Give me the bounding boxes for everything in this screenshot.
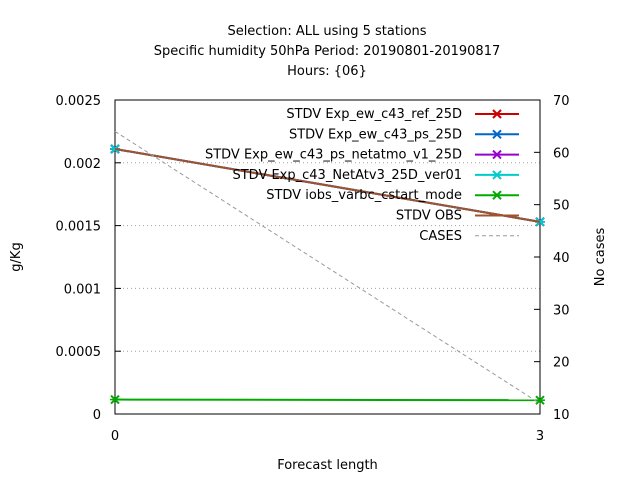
legend-label: STDV OBS <box>396 209 462 224</box>
grid-lines <box>115 162 540 352</box>
legend-marker <box>492 109 502 119</box>
y2-tick-label: 60 <box>553 146 570 161</box>
y-axis-ticks: 0 0.0005 0.001 0.0015 0.002 0.0025 <box>56 94 121 423</box>
x-tick-label: 0 <box>111 429 119 444</box>
legend-label: STDV Exp_ew_c43_ps_netatmo_v1_25D <box>205 148 462 163</box>
legend-marker <box>492 149 502 160</box>
legend-label: STDV Exp_ew_c43_ref_25D <box>286 107 462 122</box>
y2-tick-label: 70 <box>553 94 570 109</box>
legend-marker <box>492 170 502 180</box>
y-tick-label: 0 <box>93 408 101 423</box>
legend-marker <box>492 190 502 200</box>
title-line: Hours: {06} <box>287 64 367 79</box>
y2-tick-label: 50 <box>553 199 570 214</box>
series-point-4 <box>535 395 545 405</box>
series-line-6 <box>114 130 541 404</box>
y2-tick-label: 40 <box>553 251 570 266</box>
y2-axis-label: No cases <box>593 228 608 287</box>
y-tick-label: 0.0015 <box>56 220 102 235</box>
legend-label: STDV iobs_varbc_cstart_mode <box>266 188 462 203</box>
chart-title: Selection: ALL using 5 stations Specific … <box>154 24 500 79</box>
y-tick-label: 0.001 <box>64 282 101 297</box>
legend-label: CASES <box>419 229 462 244</box>
title-line: Specific humidity 50hPa Period: 20190801… <box>154 44 500 59</box>
y-tick-label: 0.0005 <box>56 345 102 360</box>
y-tick-label: 0.002 <box>64 157 101 172</box>
y2-tick-label: 20 <box>553 356 570 371</box>
y-tick-label: 0.0025 <box>56 94 102 109</box>
series-line-5 <box>114 147 541 223</box>
y2-tick-label: 10 <box>553 408 570 423</box>
series-point-4 <box>110 394 120 405</box>
y2-tick-label: 30 <box>553 303 570 318</box>
legend-marker <box>492 129 502 140</box>
y-axis-label: g/Kg <box>9 242 24 271</box>
series-line-4 <box>114 398 541 402</box>
series-lines <box>110 130 545 405</box>
x-tick-label: 3 <box>536 429 544 444</box>
legend: STDV Exp_ew_c43_ref_25D STDV Exp_ew_c43_p… <box>205 107 519 244</box>
y2-axis-ticks: 10 20 30 40 50 60 70 <box>534 94 570 423</box>
legend-label: STDV Exp_ew_c43_ps_25D <box>289 127 462 142</box>
title-line: Selection: ALL using 5 stations <box>227 24 426 39</box>
x-axis-label: Forecast length <box>277 458 378 473</box>
legend-label: STDV Exp_c43_NetAtv3_25D_ver01 <box>232 168 462 183</box>
